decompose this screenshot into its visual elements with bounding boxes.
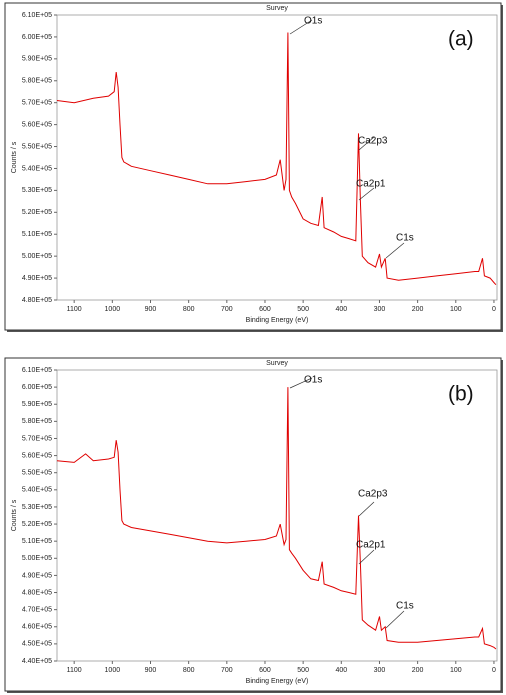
x-tick-label: 300 [374,306,386,313]
annotation-leader [289,377,313,389]
y-tick-label: 5.10E+05 [22,538,52,545]
y-tick-label: 5.80E+05 [22,418,52,425]
x-tick-label: 0 [492,306,496,313]
annotation-leader [358,501,375,517]
y-tick-label: 5.90E+05 [22,401,52,408]
x-tick-label: 800 [183,667,195,674]
y-tick-label: 5.00E+05 [22,253,52,260]
y-axis-label: Counts / s [11,499,18,531]
y-tick-label: 5.10E+05 [22,231,52,238]
annotation-leader [358,549,375,565]
peak-annotation: Ca2p1 [356,179,386,190]
x-tick-label: 600 [259,306,271,313]
y-tick-label: 6.10E+05 [22,367,52,374]
x-tick-label: 700 [221,306,233,313]
y-tick-label: 5.80E+05 [22,78,52,85]
x-tick-label: 200 [412,306,424,313]
annotation-leader [358,136,375,151]
x-tick-label: 1000 [105,667,121,674]
x-tick-label: 400 [335,667,347,674]
peak-annotation: C1s [396,233,414,244]
plot-area [56,14,498,301]
x-tick-label: 700 [221,667,233,674]
y-axis-label: Counts / s [11,141,18,173]
y-tick-label: 5.50E+05 [22,470,52,477]
y-tick-label: 5.60E+05 [22,121,52,128]
y-tick-label: 5.90E+05 [22,56,52,63]
peak-annotation: Ca2p3 [358,136,388,147]
panel: Survey Binding Energy (eV) Counts / s 4.80E… [4,2,503,332]
annotation-leader [289,19,313,35]
y-tick-label: 6.10E+05 [22,12,52,19]
x-tick-label: 400 [335,306,347,313]
x-tick-label: 1100 [67,306,82,313]
y-tick-label: 4.40E+05 [22,658,52,665]
y-tick-label: 5.30E+05 [22,187,52,194]
y-tick-label: 6.00E+05 [22,34,52,41]
x-axis-label: Binding Energy (eV) [246,317,309,324]
peak-annotation: C1s [396,601,414,612]
x-tick-label: 600 [259,667,271,674]
y-tick-label: 4.60E+05 [22,624,52,631]
x-tick-label: 200 [412,667,424,674]
y-tick-label: 4.50E+05 [22,641,52,648]
x-tick-label: 0 [492,667,496,674]
x-tick-label: 900 [145,667,157,674]
y-tick-label: 4.80E+05 [22,297,52,304]
x-tick-label: 500 [297,667,309,674]
y-tick-label: 5.40E+05 [22,487,52,494]
annotation-leader [385,242,405,259]
spectrum-line [56,387,497,650]
x-tick-label: 800 [183,306,195,313]
y-tick-label: 5.00E+05 [22,555,52,562]
y-tick-label: 5.30E+05 [22,504,52,511]
peak-annotation: Ca2p3 [358,489,388,500]
x-tick-label: 500 [297,306,309,313]
peak-annotation: Ca2p1 [356,540,386,551]
y-tick-label: 5.50E+05 [22,143,52,150]
y-tick-label: 4.90E+05 [22,572,52,579]
y-tick-label: 5.60E+05 [22,452,52,459]
annotation-leader [358,187,375,201]
peak-annotation: O1s [304,375,322,386]
panel: Survey Binding Energy (eV) Counts / s 4.40E… [4,357,503,693]
y-tick-label: 5.40E+05 [22,165,52,172]
spectrum-line [56,32,497,286]
y-tick-label: 4.90E+05 [22,275,52,282]
panel-label: (a) [448,28,474,51]
x-tick-label: 100 [450,667,462,674]
annotation-leader [385,610,405,629]
y-tick-label: 5.70E+05 [22,100,52,107]
y-tick-label: 4.70E+05 [22,606,52,613]
x-tick-label: 300 [374,667,386,674]
chart-title: Survey [266,5,288,12]
panel-label: (b) [448,383,474,406]
x-tick-label: 100 [450,306,462,313]
chart-title: Survey [266,360,288,367]
x-tick-label: 900 [145,306,157,313]
y-tick-label: 6.00E+05 [22,384,52,391]
x-tick-label: 1100 [67,667,82,674]
y-tick-label: 5.20E+05 [22,209,52,216]
x-axis-label: Binding Energy (eV) [246,678,309,685]
peak-annotation: O1s [304,16,322,27]
y-tick-label: 5.70E+05 [22,435,52,442]
y-tick-label: 5.20E+05 [22,521,52,528]
plot-area [56,369,498,662]
y-tick-label: 4.80E+05 [22,589,52,596]
x-tick-label: 1000 [105,306,121,313]
